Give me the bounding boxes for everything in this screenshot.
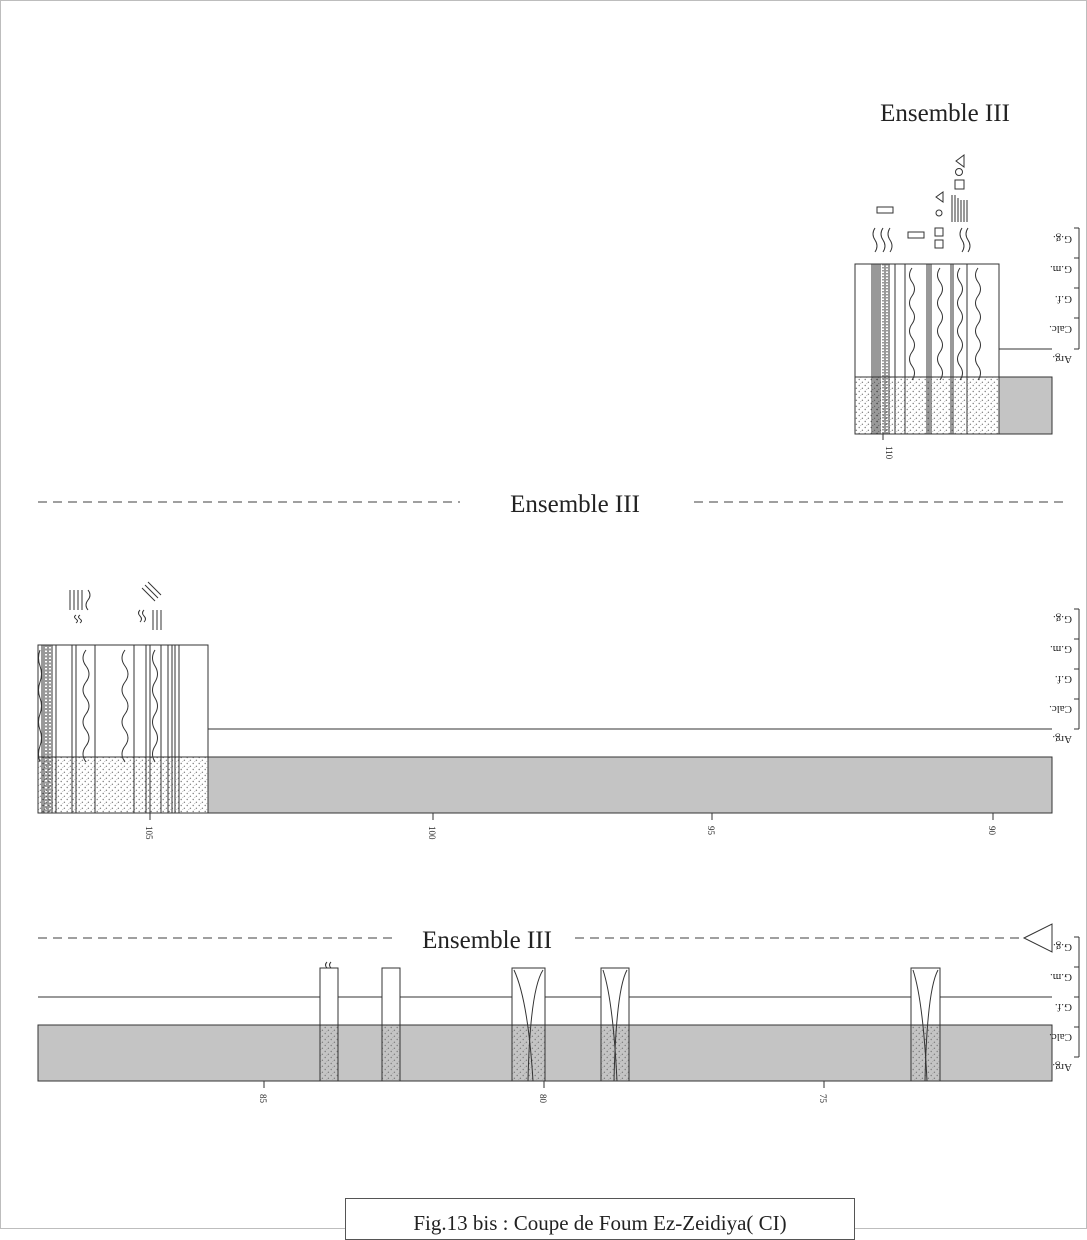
section-1-depth-tick-110: 110 (884, 446, 894, 460)
section-1-column (854, 263, 1053, 440)
scale-label-gm: G.m. (1050, 643, 1072, 655)
section-3-title: Ensemble III (422, 927, 552, 954)
scale-label-gm: G.m. (1050, 971, 1072, 983)
section-3-symbols (325, 961, 936, 995)
section-1-title: Ensemble III (880, 100, 1010, 127)
section-3-scale-labels: G.g. G.m. G.f. Calc. Arg. (1049, 941, 1072, 1073)
section-2-depth-tick-105: 105 (144, 826, 154, 840)
scale-label-gf: G.f. (1055, 673, 1072, 685)
scale-label-gm: G.m. (1050, 263, 1072, 275)
caption-box: Fig.13 bis : Coupe de Foum Ez-Zeidiya( C… (345, 1198, 855, 1240)
scale-label-arg: Arg. (1052, 733, 1072, 745)
section-1-grain-scale (1074, 227, 1080, 350)
section-3-depth-tick-75: 75 (818, 1094, 828, 1104)
section-3-columns (37, 967, 1053, 1088)
section-1: Ensemble III (854, 100, 1080, 460)
scale-label-gg: G.g. (1053, 941, 1072, 953)
section-2-depth-tick-100: 100 (427, 826, 437, 840)
section-2-scale-labels: G.g. G.m. G.f. Calc. Arg. (1049, 613, 1072, 745)
section-3: Ensemble III (37, 923, 1080, 1104)
scale-label-gg: G.g. (1053, 613, 1072, 625)
scale-label-gf: G.f. (1055, 293, 1072, 305)
section-2: Ensemble III (37, 491, 1080, 840)
scale-label-gf: G.f. (1055, 1001, 1072, 1013)
figure-caption: Fig.13 bis : Coupe de Foum Ez-Zeidiya( C… (413, 1211, 787, 1235)
section-2-depth-tick-95: 95 (706, 826, 716, 836)
section-1-symbols (872, 154, 971, 253)
section-3-depth-tick-80: 80 (538, 1094, 548, 1104)
section-3-depth-tick-85: 85 (258, 1094, 268, 1104)
section-2-depth-ticks: 105 100 95 90 (144, 826, 997, 840)
scale-label-calc: Calc. (1049, 1031, 1072, 1043)
triangle-marker-icon (1022, 923, 1053, 953)
scale-label-gg: G.g. (1053, 233, 1072, 245)
section-3-depth-ticks: 85 80 75 (258, 1094, 828, 1104)
section-2-symbols (69, 581, 162, 630)
scale-label-arg: Arg. (1052, 353, 1072, 365)
section-2-grain-scale (1074, 608, 1080, 730)
section-1-scale-labels: G.g. G.m. G.f. Calc. Arg. (1049, 233, 1072, 365)
section-3-grain-scale (1074, 936, 1080, 1058)
scale-label-calc: Calc. (1049, 703, 1072, 715)
section-2-title: Ensemble III (510, 491, 640, 518)
scale-label-calc: Calc. (1049, 323, 1072, 335)
scale-label-arg: Arg. (1052, 1061, 1072, 1073)
section-2-column (37, 644, 1053, 820)
section-2-depth-tick-90: 90 (987, 826, 997, 836)
